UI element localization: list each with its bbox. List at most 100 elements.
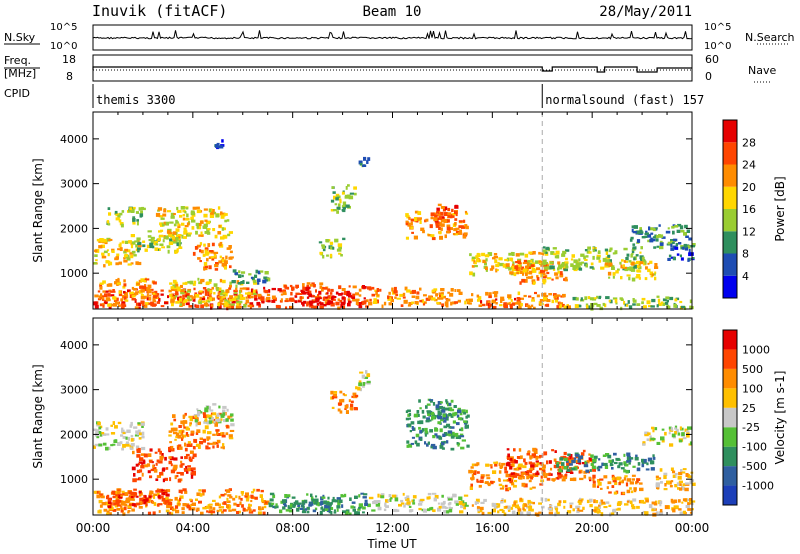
data-cell	[318, 290, 322, 295]
data-cell	[454, 301, 458, 304]
data-cell	[517, 511, 520, 516]
data-cell	[93, 428, 97, 431]
data-cell	[130, 244, 134, 249]
data-cell	[426, 496, 430, 500]
data-cell	[159, 455, 164, 460]
data-cell	[546, 460, 549, 465]
data-cell	[675, 297, 680, 301]
data-cell	[529, 467, 534, 471]
data-cell	[139, 457, 144, 462]
data-cell	[608, 459, 612, 463]
data-cell	[527, 474, 532, 478]
data-cell	[138, 490, 142, 494]
data-cell	[678, 480, 683, 483]
data-cell	[301, 500, 305, 505]
data-cell	[563, 457, 568, 462]
data-cell	[123, 291, 126, 294]
data-cell	[322, 287, 327, 290]
data-cell	[256, 488, 260, 492]
data-cell	[138, 447, 141, 451]
data-cell	[206, 414, 209, 418]
data-cell	[330, 510, 333, 515]
data-cell	[344, 407, 347, 410]
data-cell	[325, 239, 329, 243]
data-cell	[340, 304, 343, 308]
data-cell	[405, 220, 409, 225]
data-cell	[203, 208, 208, 211]
data-cell	[584, 460, 587, 465]
data-cell	[332, 191, 336, 194]
data-cell	[489, 464, 493, 467]
data-cell	[388, 494, 392, 498]
data-cell	[626, 274, 631, 277]
data-cell	[430, 445, 433, 449]
data-cell	[353, 186, 357, 190]
data-cell	[406, 495, 410, 498]
data-cell	[446, 423, 451, 427]
data-cell	[655, 475, 659, 478]
data-cell	[290, 291, 293, 296]
data-cell	[93, 301, 98, 306]
data-cell	[422, 508, 427, 513]
data-cell	[651, 298, 656, 303]
data-cell	[442, 295, 446, 299]
data-cell	[344, 404, 349, 409]
data-cell	[136, 454, 141, 458]
data-cell	[209, 409, 214, 412]
data-cell	[101, 255, 107, 259]
data-cell	[180, 289, 185, 293]
data-cell	[232, 497, 236, 501]
data-cell	[347, 298, 351, 301]
data-cell	[341, 302, 346, 306]
data-cell	[547, 507, 553, 511]
y-tick-label: 2000	[60, 222, 88, 235]
data-cell	[145, 498, 149, 502]
data-cell	[335, 291, 339, 295]
data-cell	[146, 244, 150, 248]
data-cell	[508, 301, 511, 304]
data-cell	[124, 503, 128, 507]
data-cell	[212, 507, 216, 511]
data-cell	[637, 462, 641, 466]
data-cell	[631, 268, 636, 272]
data-cell	[126, 429, 131, 433]
data-cell	[600, 487, 603, 490]
data-cell	[533, 450, 538, 454]
data-cell	[182, 236, 187, 239]
data-cell	[331, 395, 335, 400]
data-cell	[625, 482, 629, 487]
data-cell	[120, 509, 124, 513]
data-cell	[632, 299, 637, 303]
data-cell	[228, 287, 232, 290]
data-cell	[459, 435, 465, 438]
data-cell	[135, 211, 139, 214]
data-cell	[130, 209, 135, 213]
data-cell	[271, 299, 276, 303]
data-cell	[336, 210, 339, 214]
data-cell	[152, 292, 156, 295]
data-cell	[112, 302, 118, 307]
data-cell	[491, 299, 496, 303]
data-cell	[476, 478, 479, 483]
data-cell	[440, 288, 445, 292]
data-cell	[635, 254, 639, 257]
data-cell	[207, 431, 212, 435]
data-cell	[655, 483, 660, 488]
data-cell	[306, 510, 310, 514]
data-cell	[440, 442, 445, 446]
data-cell	[504, 258, 508, 262]
data-cell	[639, 251, 642, 254]
data-cell	[171, 302, 174, 307]
data-cell	[433, 497, 437, 502]
data-cell	[432, 402, 436, 406]
data-cell	[474, 262, 477, 265]
data-cell	[504, 466, 507, 471]
data-cell	[306, 296, 310, 299]
data-cell	[446, 224, 451, 228]
data-cell	[165, 509, 170, 513]
data-cell	[674, 473, 678, 476]
data-cell	[592, 474, 596, 479]
data-cell	[497, 261, 500, 266]
data-cell	[635, 276, 640, 279]
data-cell	[686, 229, 691, 233]
